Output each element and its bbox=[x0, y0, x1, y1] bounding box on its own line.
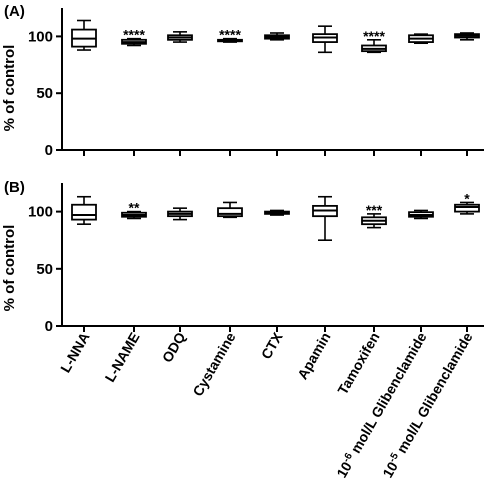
panel-b-y-tick-label: 0 bbox=[45, 318, 53, 335]
box-iqr bbox=[71, 203, 97, 221]
box-group bbox=[264, 209, 290, 216]
category-label: Apamin bbox=[294, 330, 334, 382]
category-label: L-NNA bbox=[57, 330, 93, 376]
box-group: **** bbox=[361, 28, 387, 54]
box-group: *** bbox=[361, 202, 387, 229]
box-group: **** bbox=[217, 27, 243, 43]
panel-b-label: (B) bbox=[4, 179, 25, 196]
significance-marker: **** bbox=[123, 27, 145, 43]
panel-a-y-axis-label: % of control bbox=[1, 45, 18, 132]
label-text: 10 bbox=[379, 459, 401, 481]
panel-a-label: (A) bbox=[4, 3, 25, 20]
category-label: Cystamine bbox=[189, 329, 238, 399]
box-group: **** bbox=[121, 27, 147, 47]
box-group bbox=[217, 201, 243, 219]
box-group bbox=[264, 32, 290, 41]
significance-marker: * bbox=[464, 190, 470, 206]
box-group bbox=[312, 195, 338, 241]
x-axis-category-labels: L-NNA L-NAME ODQ Cystamine CTX Apamin Tamoxife… bbox=[57, 329, 476, 481]
panel-a-y-tick-label: 0 bbox=[45, 142, 53, 159]
box-group bbox=[408, 33, 434, 45]
category-label: 10-6 mol/L Glibenclamide bbox=[333, 329, 430, 480]
category-label: CTX bbox=[258, 329, 286, 362]
box-iqr bbox=[217, 207, 243, 218]
box-group: ** bbox=[121, 200, 147, 220]
box-group bbox=[454, 32, 480, 41]
panel-b-boxes: ** **** bbox=[71, 190, 480, 241]
significance-marker: **** bbox=[219, 27, 241, 43]
box-group bbox=[167, 31, 193, 43]
panel-a-axes: 0 50 100 bbox=[28, 8, 484, 159]
box-group: * bbox=[454, 190, 480, 215]
category-label: L-NAME bbox=[102, 330, 143, 385]
panel-a-boxes: **** **** **** bbox=[71, 19, 480, 54]
panel-b-y-axis-label: % of control bbox=[1, 225, 18, 312]
category-label: 10-5 mol/L Glibenclamide bbox=[379, 329, 476, 480]
panel-a: (A) % of control 0 50 100 **** **** **** bbox=[1, 3, 484, 159]
box-iqr bbox=[454, 203, 480, 213]
category-label: Tamoxifen bbox=[334, 330, 382, 398]
significance-marker: *** bbox=[366, 202, 383, 218]
box-group bbox=[408, 209, 434, 220]
box-group bbox=[167, 207, 193, 221]
significance-marker: ** bbox=[129, 200, 140, 216]
panel-b-y-tick-label: 50 bbox=[36, 261, 53, 278]
box-group bbox=[71, 19, 97, 51]
panel-a-y-tick-label: 50 bbox=[36, 85, 53, 102]
category-label: ODQ bbox=[159, 329, 189, 365]
box-group bbox=[312, 25, 338, 54]
panel-a-y-tick-label: 100 bbox=[28, 28, 53, 45]
panel-b-axes: 0 50 100 bbox=[28, 183, 484, 335]
label-text: 10 bbox=[333, 459, 355, 481]
significance-marker: **** bbox=[363, 28, 385, 44]
box-group bbox=[71, 195, 97, 225]
panel-b-y-tick-label: 100 bbox=[28, 204, 53, 221]
